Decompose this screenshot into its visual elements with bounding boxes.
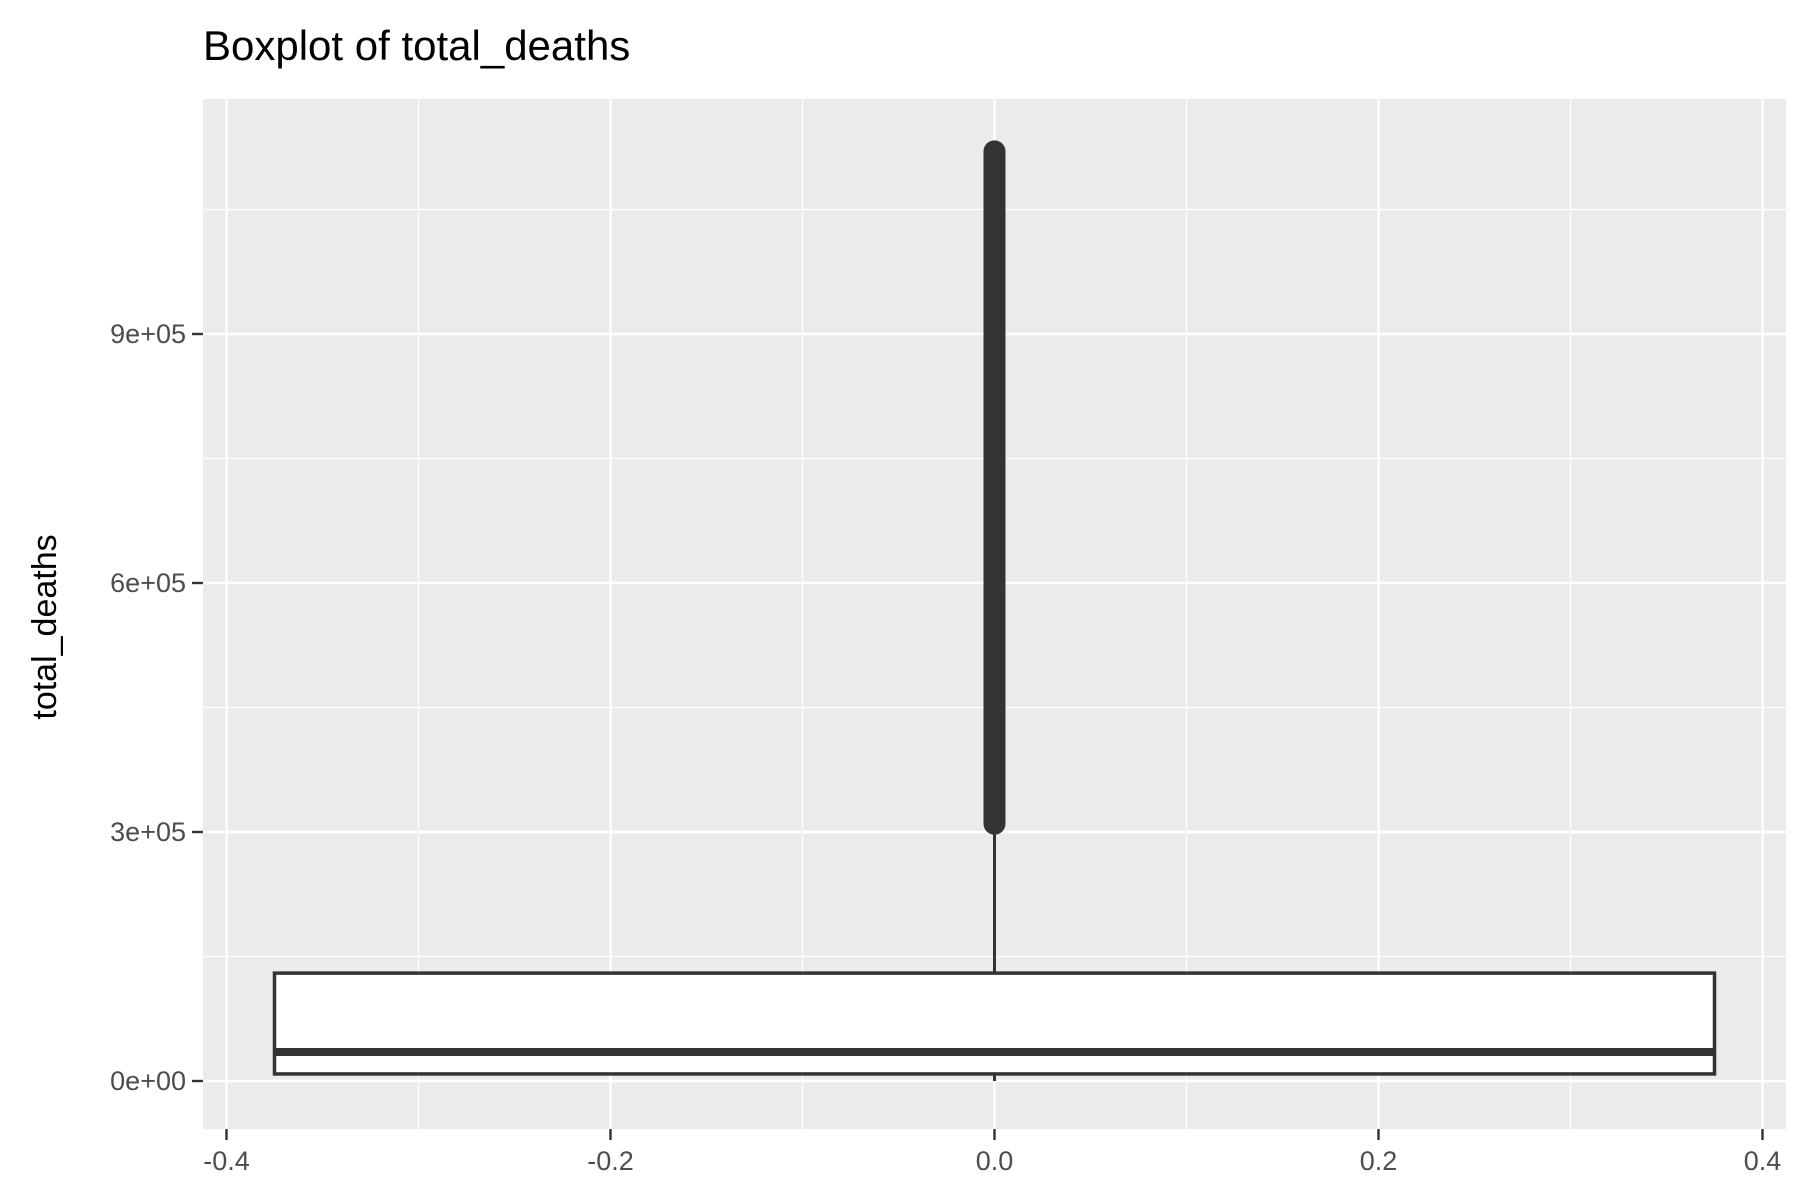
x-tick-label: 0.2 xyxy=(1360,1146,1398,1176)
box-layer xyxy=(272,140,1717,1081)
chart-title: Boxplot of total_deaths xyxy=(203,22,630,69)
y-axis-label: total_deaths xyxy=(26,534,64,719)
x-tick-label: -0.4 xyxy=(203,1146,250,1176)
x-tick-label: 0.0 xyxy=(976,1146,1014,1176)
box-iqr xyxy=(272,971,1717,1076)
y-tick-label: 3e+05 xyxy=(110,817,186,847)
x-tick-label: 0.4 xyxy=(1744,1146,1782,1176)
y-tick-label: 0e+00 xyxy=(110,1066,186,1096)
y-tick-label: 9e+05 xyxy=(110,319,186,349)
x-tick-label: -0.2 xyxy=(587,1146,634,1176)
y-tick-label: 6e+05 xyxy=(110,568,186,598)
axes: 0e+00 3e+05 6e+05 9e+05 -0.4 -0.2 0.0 0.2 0.4 xyxy=(110,319,1781,1176)
